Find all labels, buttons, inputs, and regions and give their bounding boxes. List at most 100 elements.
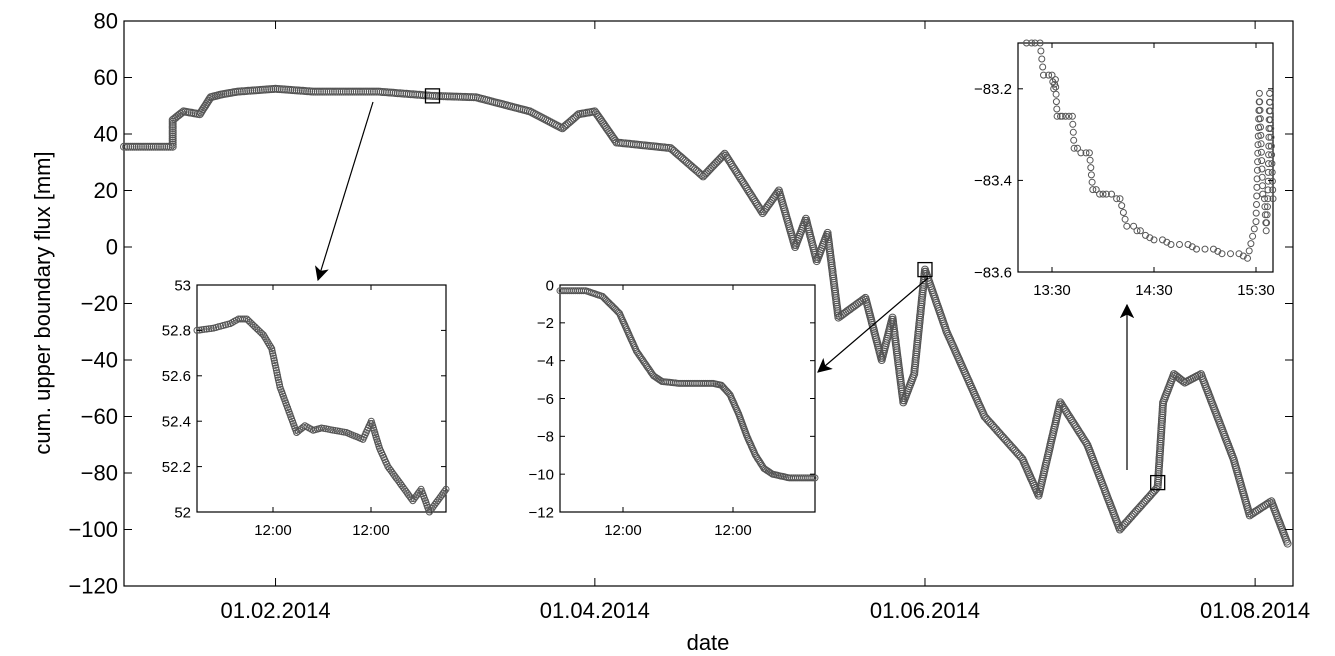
inset-3-data-point <box>1256 115 1264 123</box>
inset-3-data-point <box>1193 245 1200 253</box>
inset-1-data-point <box>207 325 215 332</box>
inset-3-data-point <box>1188 243 1196 251</box>
main-data-point <box>168 130 177 139</box>
inset-3-data-point <box>1074 144 1081 152</box>
inset-3-data-point <box>1053 112 1061 120</box>
main-data-point <box>719 151 728 160</box>
inset-3-data-point <box>1062 112 1070 120</box>
inset-3-axes: −83.2 −83.4 −83.6 13:30 14:30 15:30 <box>974 39 1277 299</box>
inset-3-data-point <box>1146 234 1154 242</box>
inset-3-data-point <box>1119 209 1127 216</box>
inset-3-data-point <box>1258 157 1266 165</box>
y-tick-label: 40 <box>94 122 118 147</box>
inset-3-data-point <box>1261 195 1268 203</box>
inset-3-data-point <box>1247 240 1255 248</box>
inset-3-data-point <box>1263 211 1271 219</box>
inset-2-data-point <box>707 379 715 387</box>
x-tick-label: 12:00 <box>604 522 642 539</box>
y-tick-label: −100 <box>68 517 118 542</box>
main-data-point <box>168 132 177 141</box>
main-data-point <box>168 120 177 128</box>
inset-1-data-point <box>276 381 283 389</box>
inset-3-data-point <box>1118 202 1126 210</box>
inset-3-data-point <box>1267 133 1275 141</box>
inset-1-data-point <box>441 487 449 495</box>
inset-3-data-point <box>1028 39 1036 47</box>
main-data-point <box>124 142 133 151</box>
inset-3-data-point <box>1218 250 1226 258</box>
inset-2-y-ticks: 0 −2 −4 −6 −8 −10 −12 <box>529 277 815 521</box>
inset-3-data-point <box>1052 90 1060 98</box>
inset-3-data-point <box>1031 39 1039 47</box>
inset-3-data-point <box>1266 116 1274 124</box>
inset-3-data-point <box>1163 238 1171 246</box>
main-y-axis-label: cum. upper boundary flux [mm] <box>30 151 55 454</box>
inset-3-data-point <box>1099 190 1107 198</box>
inset-3-data-point <box>1257 123 1264 131</box>
x-tick-label: 15:30 <box>1237 282 1275 299</box>
inset-3-data-markers <box>1023 39 1277 262</box>
inset-3-data-point <box>1052 98 1060 106</box>
x-tick-label: 01.02.2014 <box>220 598 330 623</box>
inset-3-data-point <box>1087 171 1095 179</box>
inset-3-data-point <box>1150 236 1158 244</box>
y-tick-label: 53 <box>174 277 191 294</box>
y-tick-label: 0 <box>106 235 118 260</box>
inset-3-data-point <box>1257 148 1265 156</box>
main-data-point <box>168 138 177 147</box>
main-data-markers <box>120 84 1292 548</box>
inset-3-data-point <box>1085 149 1093 157</box>
y-tick-label: −20 <box>81 291 118 316</box>
inset-3-data-point <box>1266 107 1274 115</box>
inset-3-data-point <box>1269 186 1277 194</box>
inset-3-data-point <box>1250 225 1258 233</box>
main-data-point <box>168 134 177 143</box>
inset-3-data-point <box>1036 39 1044 47</box>
y-tick-label: −10 <box>529 466 554 483</box>
main-x-ticks: 01.02.2014 01.04.2014 01.06.2014 01.08.2014 <box>220 21 1310 623</box>
inset-3-data-point <box>1258 165 1266 173</box>
inset-3-data-point <box>1069 120 1077 128</box>
inset-3-data-point <box>1048 71 1056 79</box>
y-tick-label: −60 <box>81 404 118 429</box>
inset-3-data-point <box>1259 182 1266 190</box>
inset-1-data-point <box>200 325 208 333</box>
inset-3-data-point <box>1037 47 1045 55</box>
inset-3-data-point <box>1264 186 1272 194</box>
main-data-point <box>168 142 177 151</box>
y-tick-label: −2 <box>537 315 554 332</box>
inset-3-y-ticks: −83.2 −83.4 −83.6 <box>974 81 1273 281</box>
y-tick-label: 20 <box>94 178 118 203</box>
inset-3-data-point <box>1133 227 1141 235</box>
inset-1-data-point <box>195 326 203 334</box>
y-tick-label: −6 <box>537 391 554 408</box>
y-tick-label: 52.2 <box>162 459 191 476</box>
inset-3-data-point <box>1201 245 1209 253</box>
y-tick-label: −83.2 <box>974 81 1012 98</box>
inset-3-data-point <box>1265 151 1273 159</box>
inset-2-data-point <box>807 474 815 482</box>
y-tick-label: 52.4 <box>162 413 191 430</box>
main-data-point <box>126 142 135 151</box>
main-data-point <box>168 126 177 135</box>
y-tick-label: −83.6 <box>974 264 1012 281</box>
zoom-box <box>917 261 933 278</box>
inset-3-data-point <box>1070 136 1078 144</box>
main-data-point <box>469 93 478 102</box>
x-tick-label: 01.06.2014 <box>870 598 980 623</box>
inset-3-data-point <box>1268 168 1276 176</box>
inset-3-data-point <box>1069 128 1077 136</box>
x-tick-label: 01.08.2014 <box>1200 598 1310 623</box>
inset-3-data-point <box>1267 125 1275 132</box>
inset-3-data-point <box>1268 151 1276 159</box>
main-data-point <box>147 142 156 151</box>
inset-3-data-point <box>1256 106 1264 114</box>
inset-1-axes: 53 52.8 52.6 52.4 52.2 52 12:00 12:00 <box>162 277 450 539</box>
inset-3-data-point <box>1245 247 1253 255</box>
y-tick-label: −40 <box>81 348 118 373</box>
y-tick-label: −4 <box>537 353 554 370</box>
inset-1-y-ticks: 53 52.8 52.6 52.4 52.2 52 <box>162 277 446 521</box>
inset-3-data-point <box>1268 160 1276 168</box>
inset-3-data-point <box>1051 76 1059 84</box>
main-data-point <box>145 142 154 151</box>
